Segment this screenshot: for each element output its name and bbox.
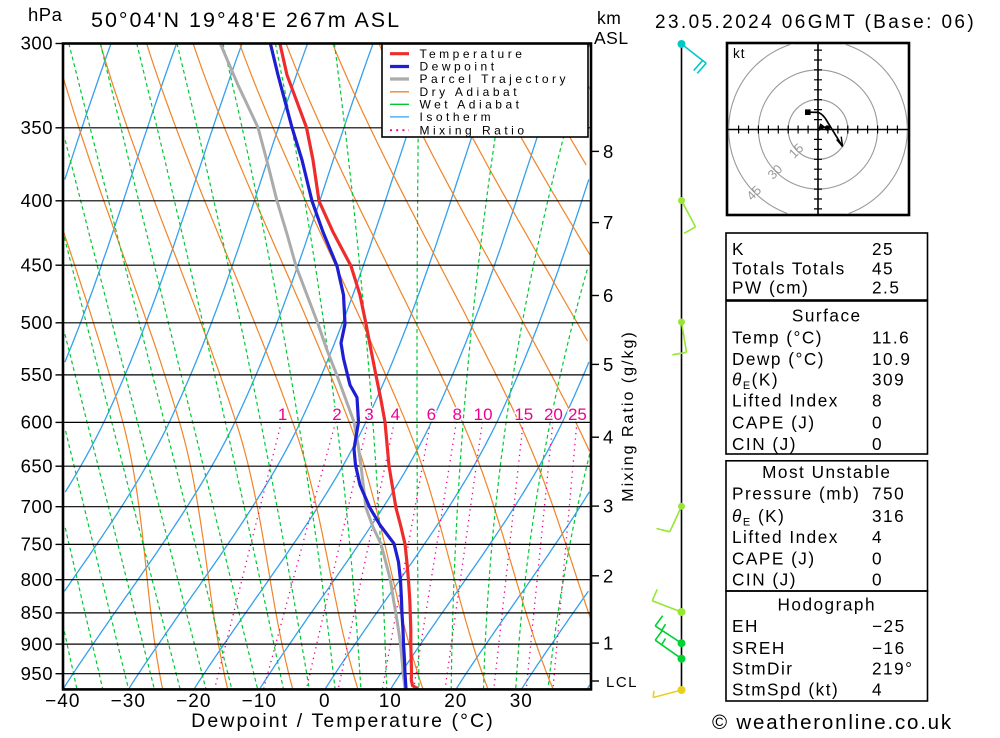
svg-text:0: 0 (872, 412, 883, 432)
svg-text:Parcel Trajectory: Parcel Trajectory (420, 72, 570, 86)
svg-text:SREH: SREH (732, 638, 786, 658)
svg-text:6: 6 (427, 405, 436, 424)
svg-text:45: 45 (872, 258, 894, 278)
svg-text:700: 700 (21, 496, 53, 517)
svg-text:Pressure (mb): Pressure (mb) (732, 483, 860, 503)
svg-text:Dewpoint: Dewpoint (420, 60, 498, 74)
svg-text:350: 350 (21, 117, 53, 138)
svg-text:800: 800 (21, 569, 53, 590)
svg-text:450: 450 (21, 254, 53, 275)
svg-text:650: 650 (21, 455, 53, 476)
svg-text:4: 4 (391, 405, 400, 424)
svg-text:25: 25 (872, 239, 894, 259)
svg-text:−25: −25 (872, 616, 906, 636)
svg-text:25: 25 (568, 405, 587, 424)
svg-text:23.05.2024 06GMT (Base: 06): 23.05.2024 06GMT (Base: 06) (655, 12, 976, 33)
svg-text:Dewp (°C): Dewp (°C) (732, 349, 825, 369)
svg-text:LCL: LCL (606, 674, 638, 691)
svg-text:8: 8 (603, 141, 613, 162)
svg-text:θE (K): θE (K) (732, 506, 785, 529)
svg-text:50°04'N 19°48'E 267m ASL: 50°04'N 19°48'E 267m ASL (91, 8, 401, 32)
svg-text:CIN (J): CIN (J) (732, 570, 797, 590)
svg-text:Isotherm: Isotherm (420, 110, 495, 124)
svg-text:Temperature: Temperature (420, 47, 526, 61)
svg-text:3: 3 (603, 496, 613, 517)
svg-text:Mixing Ratio (g/kg): Mixing Ratio (g/kg) (620, 330, 637, 501)
svg-text:7: 7 (603, 212, 613, 233)
svg-text:0: 0 (872, 570, 883, 590)
svg-text:CIN (J): CIN (J) (732, 434, 797, 454)
svg-text:EH: EH (732, 616, 759, 636)
svg-text:K: K (732, 239, 745, 259)
svg-text:−30: −30 (111, 691, 146, 712)
svg-text:20: 20 (444, 691, 467, 712)
svg-text:−10: −10 (242, 691, 277, 712)
svg-text:10: 10 (379, 691, 402, 712)
svg-text:219°: 219° (872, 658, 914, 678)
svg-text:300: 300 (21, 33, 53, 54)
svg-text:750: 750 (21, 534, 53, 555)
svg-text:400: 400 (21, 190, 53, 211)
svg-text:1: 1 (278, 405, 287, 424)
svg-text:© weatheronline.co.uk: © weatheronline.co.uk (712, 711, 953, 733)
svg-text:PW (cm): PW (cm) (732, 278, 809, 298)
svg-text:4: 4 (872, 527, 883, 547)
svg-text:30: 30 (510, 691, 533, 712)
svg-text:Temp (°C): Temp (°C) (732, 327, 823, 347)
svg-text:−16: −16 (872, 638, 906, 658)
svg-text:316: 316 (872, 506, 905, 526)
svg-text:CAPE (J): CAPE (J) (732, 548, 816, 568)
svg-text:2: 2 (603, 565, 613, 586)
svg-text:Most Unstable: Most Unstable (762, 462, 891, 482)
svg-text:5: 5 (603, 354, 613, 375)
svg-text:Dry Adiabat: Dry Adiabat (420, 85, 521, 99)
svg-text:950: 950 (21, 663, 53, 684)
svg-text:ASL: ASL (594, 28, 629, 48)
svg-text:Lifted Index: Lifted Index (732, 391, 839, 411)
svg-text:CAPE (J): CAPE (J) (732, 412, 816, 432)
svg-text:15: 15 (514, 405, 533, 424)
svg-text:11.6: 11.6 (872, 327, 910, 347)
svg-text:−20: −20 (176, 691, 211, 712)
svg-text:2: 2 (332, 405, 341, 424)
svg-text:0: 0 (319, 691, 331, 712)
svg-text:Hodograph: Hodograph (777, 595, 876, 615)
svg-text:8: 8 (452, 405, 461, 424)
svg-text:500: 500 (21, 312, 53, 333)
svg-text:Mixing Ratio: Mixing Ratio (420, 123, 528, 137)
svg-text:10: 10 (474, 405, 493, 424)
svg-text:850: 850 (21, 602, 53, 623)
svg-text:1: 1 (603, 633, 613, 654)
svg-text:Wet Adiabat: Wet Adiabat (420, 98, 523, 112)
svg-text:10.9: 10.9 (872, 349, 911, 369)
svg-text:StmSpd (kt): StmSpd (kt) (732, 680, 839, 700)
svg-text:4: 4 (872, 680, 883, 700)
svg-text:θE(K): θE(K) (732, 370, 779, 393)
svg-text:0: 0 (872, 548, 883, 568)
svg-text:900: 900 (21, 633, 53, 654)
svg-text:0: 0 (872, 434, 883, 454)
svg-text:hPa: hPa (28, 4, 63, 25)
svg-text:6: 6 (603, 285, 613, 306)
svg-text:8: 8 (872, 391, 883, 411)
svg-text:2.5: 2.5 (872, 278, 900, 298)
svg-text:Dewpoint / Temperature (°C): Dewpoint / Temperature (°C) (191, 710, 495, 732)
svg-text:kt: kt (733, 46, 746, 61)
svg-text:600: 600 (21, 412, 53, 433)
svg-text:3: 3 (364, 405, 373, 424)
svg-text:550: 550 (21, 364, 53, 385)
svg-text:Totals Totals: Totals Totals (732, 258, 846, 278)
svg-text:StmDir: StmDir (732, 658, 794, 678)
svg-text:Surface: Surface (792, 306, 862, 326)
svg-text:km: km (597, 8, 621, 28)
svg-text:20: 20 (544, 405, 563, 424)
svg-text:Lifted Index: Lifted Index (732, 527, 839, 547)
svg-text:750: 750 (872, 483, 905, 503)
svg-text:−40: −40 (45, 691, 80, 712)
svg-text:4: 4 (603, 427, 613, 448)
svg-text:309: 309 (872, 370, 905, 390)
